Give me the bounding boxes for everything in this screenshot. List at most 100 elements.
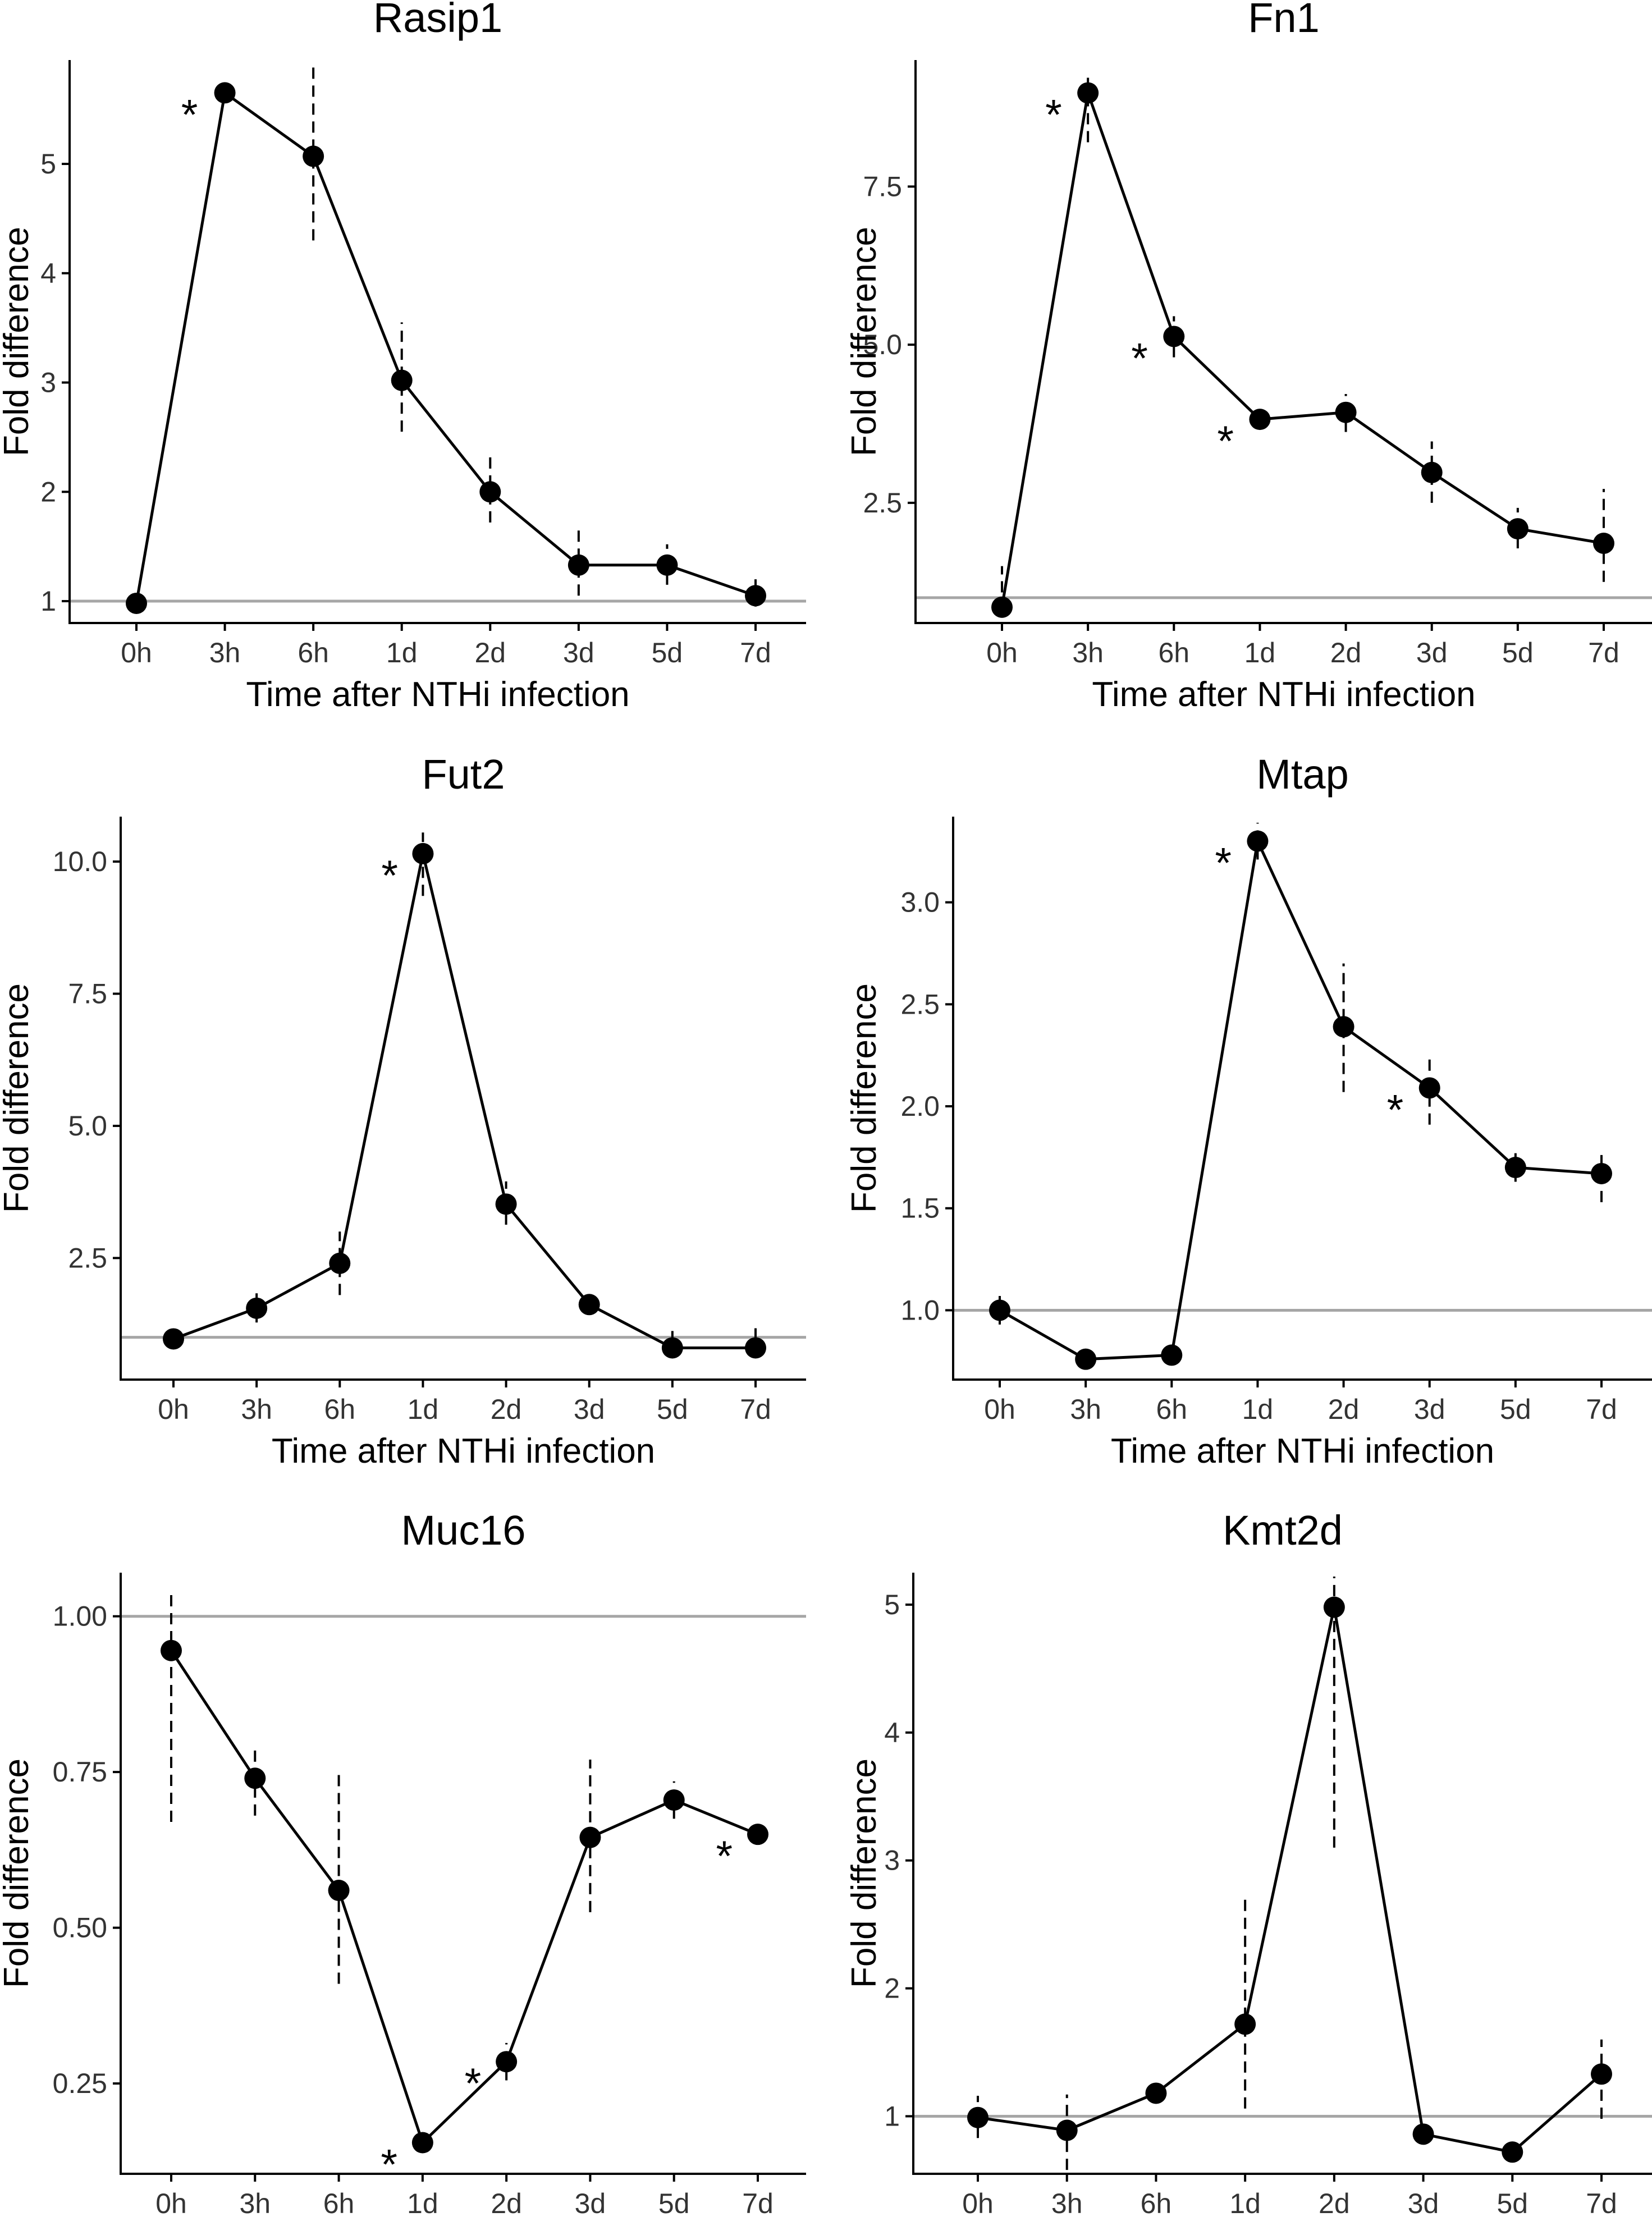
x-tick-label: 3h	[1070, 1394, 1101, 1425]
panel-title: Rasip1	[373, 0, 502, 41]
data-point	[161, 1639, 182, 1661]
x-tick-label: 6h	[298, 637, 329, 668]
x-tick-label: 3h	[1072, 637, 1104, 668]
x-tick-label: 2d	[491, 1394, 522, 1425]
y-tick-label: 7.5	[863, 171, 902, 202]
data-point	[656, 554, 678, 576]
data-point	[1335, 401, 1357, 423]
x-tick-label: 6h	[1156, 1394, 1187, 1425]
data-point	[244, 1767, 266, 1789]
data-point	[1234, 2013, 1256, 2035]
panel-rasip1: Rasip1 1 2 3 4 5 0h 3h 6h 1d 2d 3d 5d 7d Time after NT…	[0, 0, 806, 714]
x-tick-label: 0h	[986, 637, 1018, 668]
y-axis-title: Fold difference	[845, 1758, 884, 1988]
x-tick-label: 0h	[121, 637, 152, 668]
y-tick-label: 5	[40, 148, 56, 180]
x-tick-label: 1d	[1242, 1394, 1274, 1425]
panel-fn1: Fn1 2.5 5.0 7.5 0h 3h 6h 1d 2d 3d 5d 7d Time after N…	[845, 0, 1652, 714]
data-point	[1333, 1016, 1354, 1038]
y-tick-label: 2	[884, 1973, 900, 2004]
data-point	[1591, 2063, 1612, 2085]
panel-title: Muc16	[401, 1507, 525, 1554]
series-line	[999, 836, 1602, 1361]
data-point	[745, 585, 766, 607]
y-tick-label: 3.0	[900, 887, 940, 918]
y-tick-label: 2.5	[68, 1242, 107, 1274]
x-tick-label: 3d	[1414, 1394, 1445, 1425]
y-tick-label: 1	[884, 2100, 900, 2132]
x-tick-label: 7d	[1586, 2188, 1617, 2219]
y-tick-label: 4	[884, 1717, 900, 1748]
y-tick-label: 10.0	[53, 846, 107, 877]
y-tick-label: 1.00	[53, 1601, 107, 1632]
y-axis-title: Fold difference	[0, 1758, 36, 1988]
series-line	[173, 853, 756, 1349]
x-tick-label: 1d	[407, 2188, 438, 2219]
x-tick-label: 2d	[491, 2188, 522, 2219]
data-point	[1593, 533, 1614, 555]
data-point	[991, 596, 1013, 618]
x-tick-label: 3d	[1416, 637, 1448, 668]
x-tick-label: 0h	[155, 2188, 187, 2219]
data-point	[246, 1297, 268, 1319]
data-point	[568, 554, 589, 576]
y-tick-label: 2.0	[900, 1091, 940, 1122]
data-point	[967, 2106, 989, 2128]
x-tick-label: 2d	[1328, 1394, 1360, 1425]
significance-star: *	[465, 2060, 482, 2108]
x-tick-label: 2d	[1319, 2188, 1350, 2219]
data-point	[214, 82, 236, 104]
x-tick-label: 6h	[323, 2188, 355, 2219]
data-point	[391, 369, 413, 391]
x-tick-label: 1d	[1229, 2188, 1261, 2219]
x-tick-label: 7d	[1586, 1394, 1617, 1425]
series-line	[170, 1650, 758, 2146]
x-tick-label: 0h	[962, 2188, 994, 2219]
data-point	[1075, 1348, 1097, 1370]
y-tick-label: 3	[884, 1845, 900, 1876]
x-axis-title: Time after NTHi infection	[1092, 675, 1475, 714]
data-point	[1507, 518, 1529, 540]
x-tick-label: 2d	[474, 637, 506, 668]
data-point	[1418, 1077, 1440, 1099]
y-tick-label: 5	[884, 1589, 900, 1620]
data-point	[579, 1826, 601, 1848]
data-point	[303, 145, 324, 167]
significance-star: *	[381, 2141, 397, 2189]
x-tick-label: 3h	[1051, 2188, 1083, 2219]
panel-title: Fut2	[422, 751, 505, 798]
y-tick-label: 2	[40, 476, 56, 507]
significance-star: *	[181, 91, 198, 139]
x-tick-label: 3d	[563, 637, 594, 668]
y-tick-label: 3	[40, 367, 56, 399]
y-tick-label: 7.5	[68, 978, 107, 1009]
data-point	[1504, 1157, 1526, 1179]
y-tick-label: 5.0	[863, 329, 902, 360]
data-point	[663, 1789, 685, 1811]
x-tick-label: 3h	[241, 1394, 272, 1425]
series-line	[977, 1607, 1603, 2154]
data-point	[1161, 1344, 1183, 1366]
series-line	[1000, 92, 1604, 608]
data-point	[126, 592, 147, 614]
x-tick-label: 5d	[1502, 637, 1534, 668]
data-point	[1163, 326, 1185, 347]
x-tick-label: 1d	[386, 637, 418, 668]
x-tick-label: 6h	[1158, 637, 1189, 668]
data-point	[1077, 82, 1099, 104]
data-point	[989, 1299, 1010, 1321]
y-tick-label: 2.5	[900, 988, 940, 1020]
y-axis-title: Fold difference	[845, 983, 884, 1213]
data-point	[745, 1337, 766, 1359]
y-tick-label: 4	[40, 258, 56, 289]
x-tick-label: 1d	[1244, 637, 1276, 668]
data-point	[163, 1328, 184, 1350]
data-point	[1591, 1162, 1612, 1184]
data-point	[479, 481, 501, 503]
y-tick-label: 1.0	[900, 1294, 940, 1326]
y-tick-label: 0.50	[53, 1912, 107, 1944]
x-tick-label: 7d	[1588, 637, 1619, 668]
data-point	[1323, 1596, 1345, 1618]
significance-star: *	[716, 1833, 733, 1880]
